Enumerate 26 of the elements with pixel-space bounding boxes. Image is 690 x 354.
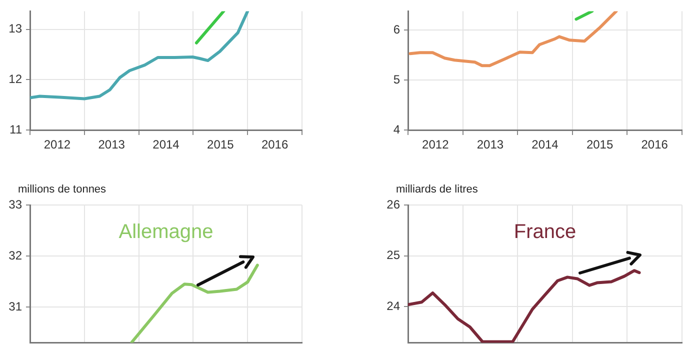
x-tick-label: 2016 [261, 138, 288, 152]
y-tick-label: 12 [8, 72, 22, 86]
x-tick-label: 2014 [152, 138, 180, 152]
y-axis-title: millions de tonnes [18, 184, 107, 196]
y-tick-label: 24 [386, 299, 400, 314]
y-tick-label: 13 [8, 22, 22, 36]
x-tick-label: 2016 [641, 138, 668, 152]
series-label: France [514, 221, 576, 244]
y-tick-label: 4 [393, 122, 400, 136]
y-axis-title: milliards de litres [396, 184, 478, 196]
y-tick-label: 5 [393, 72, 400, 86]
text: Allemagne [118, 221, 214, 244]
y-tick-label: 33 [8, 197, 22, 212]
x-tick-label: 2015 [207, 138, 234, 152]
x-tick-label: 2012 [44, 138, 71, 152]
y-tick-label: 6 [393, 22, 400, 36]
x-tick-label: 2015 [586, 138, 614, 152]
y-tick-label: 25 [386, 248, 400, 262]
y-tick-label: 32 [8, 248, 22, 262]
x-tick-label: 2012 [422, 138, 450, 152]
y-tick-label: 11 [10, 122, 22, 136]
x-tick-label: 2014 [532, 138, 559, 152]
x-tick-label: 2013 [476, 138, 504, 152]
x-tick-label: 2013 [98, 138, 126, 152]
y-tick-label: 26 [386, 197, 400, 212]
y-tick-label: 31 [8, 299, 22, 314]
